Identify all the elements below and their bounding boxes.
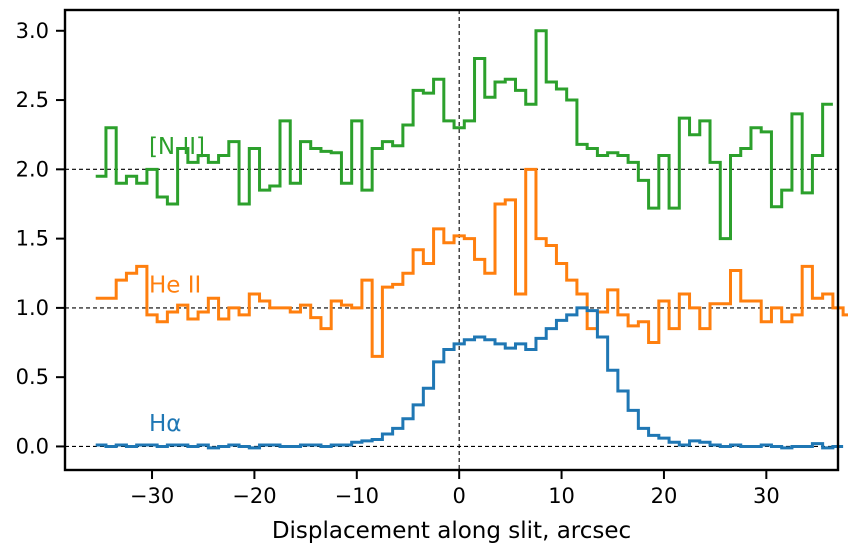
axis-ticks: −30 −20 −10 0 10 20 30 0.0 0.5 1.0 1.5 2.0 2.5 3.0: [16, 19, 780, 508]
x-tick-label-5: 20: [651, 484, 678, 508]
series-label-2: Hα: [149, 411, 181, 437]
series-line-2: [95, 306, 844, 450]
y-tick-label-3: 1.5: [16, 227, 49, 251]
series-labels: [N II] He II Hα: [149, 134, 205, 437]
y-tick-label-4: 2.0: [16, 157, 49, 181]
series-line-1: [95, 167, 848, 358]
y-tick-label-1: 0.5: [16, 365, 49, 389]
y-tick-label-5: 2.5: [16, 88, 49, 112]
x-tick-label-1: −20: [232, 484, 276, 508]
series-label-1: He II: [149, 272, 201, 298]
x-tick-label-4: 10: [548, 484, 575, 508]
series-label-0: [N II]: [149, 134, 205, 160]
x-tick-label-2: −10: [335, 484, 379, 508]
x-axis-label: Displacement along slit, arcsec: [272, 518, 631, 544]
plot-frame: [63, 8, 840, 472]
x-tick-label-3: 0: [452, 484, 465, 508]
y-tick-label-2: 1.0: [16, 296, 49, 320]
x-tick-label-6: 30: [753, 484, 780, 508]
y-tick-label-6: 3.0: [16, 19, 49, 43]
series-line-0: [95, 29, 833, 241]
series-group: [95, 29, 848, 450]
x-tick-label-0: −30: [130, 484, 174, 508]
y-tick-label-0: 0.0: [16, 434, 49, 458]
